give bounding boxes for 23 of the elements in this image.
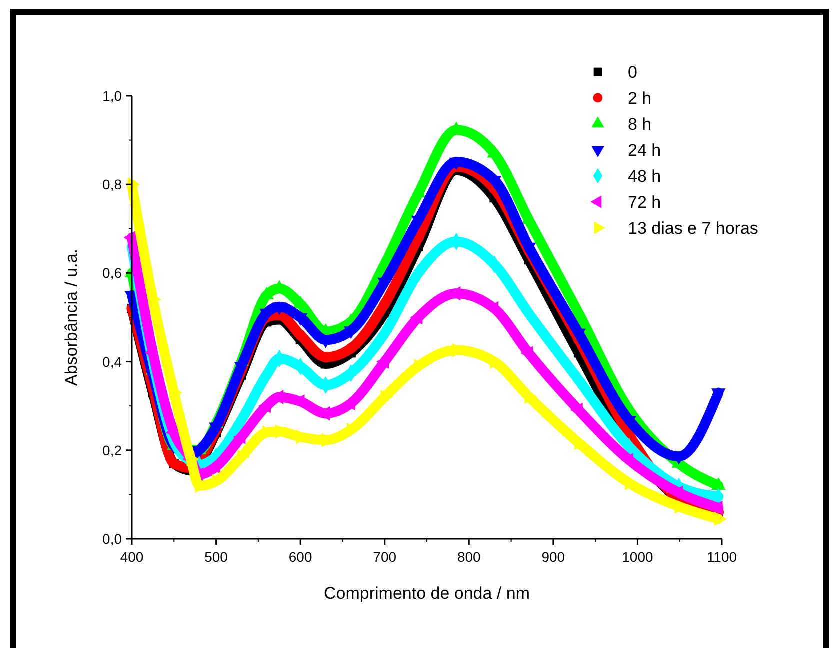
- y-tick-label: 0,4: [102, 354, 122, 370]
- y-axis-title: Absorbância / u.a.: [62, 248, 81, 386]
- legend-label: 13 dias e 7 horas: [628, 219, 758, 238]
- legend-label: 72 h: [628, 193, 662, 212]
- x-tick-label: 1000: [622, 549, 654, 565]
- legend-label: 2 h: [628, 89, 652, 108]
- x-tick-label: 900: [542, 549, 566, 565]
- y-tick-label: 0,2: [102, 442, 122, 458]
- y-tick-label: 0,8: [102, 176, 122, 193]
- y-tick-label: 0,0: [102, 531, 122, 547]
- legend-label: 48 h: [628, 167, 662, 186]
- x-axis-title: Comprimento de onda / nm: [324, 584, 530, 603]
- x-tick-label: 400: [120, 549, 144, 565]
- x-tick-label: 600: [288, 549, 312, 565]
- y-tick-label: 1,0: [102, 88, 122, 104]
- legend-label: 0: [628, 63, 638, 82]
- x-tick-label: 500: [204, 549, 228, 565]
- y-tick-label: 0,6: [102, 265, 122, 282]
- legend-label: 8 h: [628, 115, 652, 134]
- legend-label: 24 h: [628, 141, 662, 160]
- x-tick-label: 1100: [706, 549, 738, 565]
- x-tick-label: 700: [373, 549, 397, 565]
- x-tick-label: 800: [457, 549, 482, 565]
